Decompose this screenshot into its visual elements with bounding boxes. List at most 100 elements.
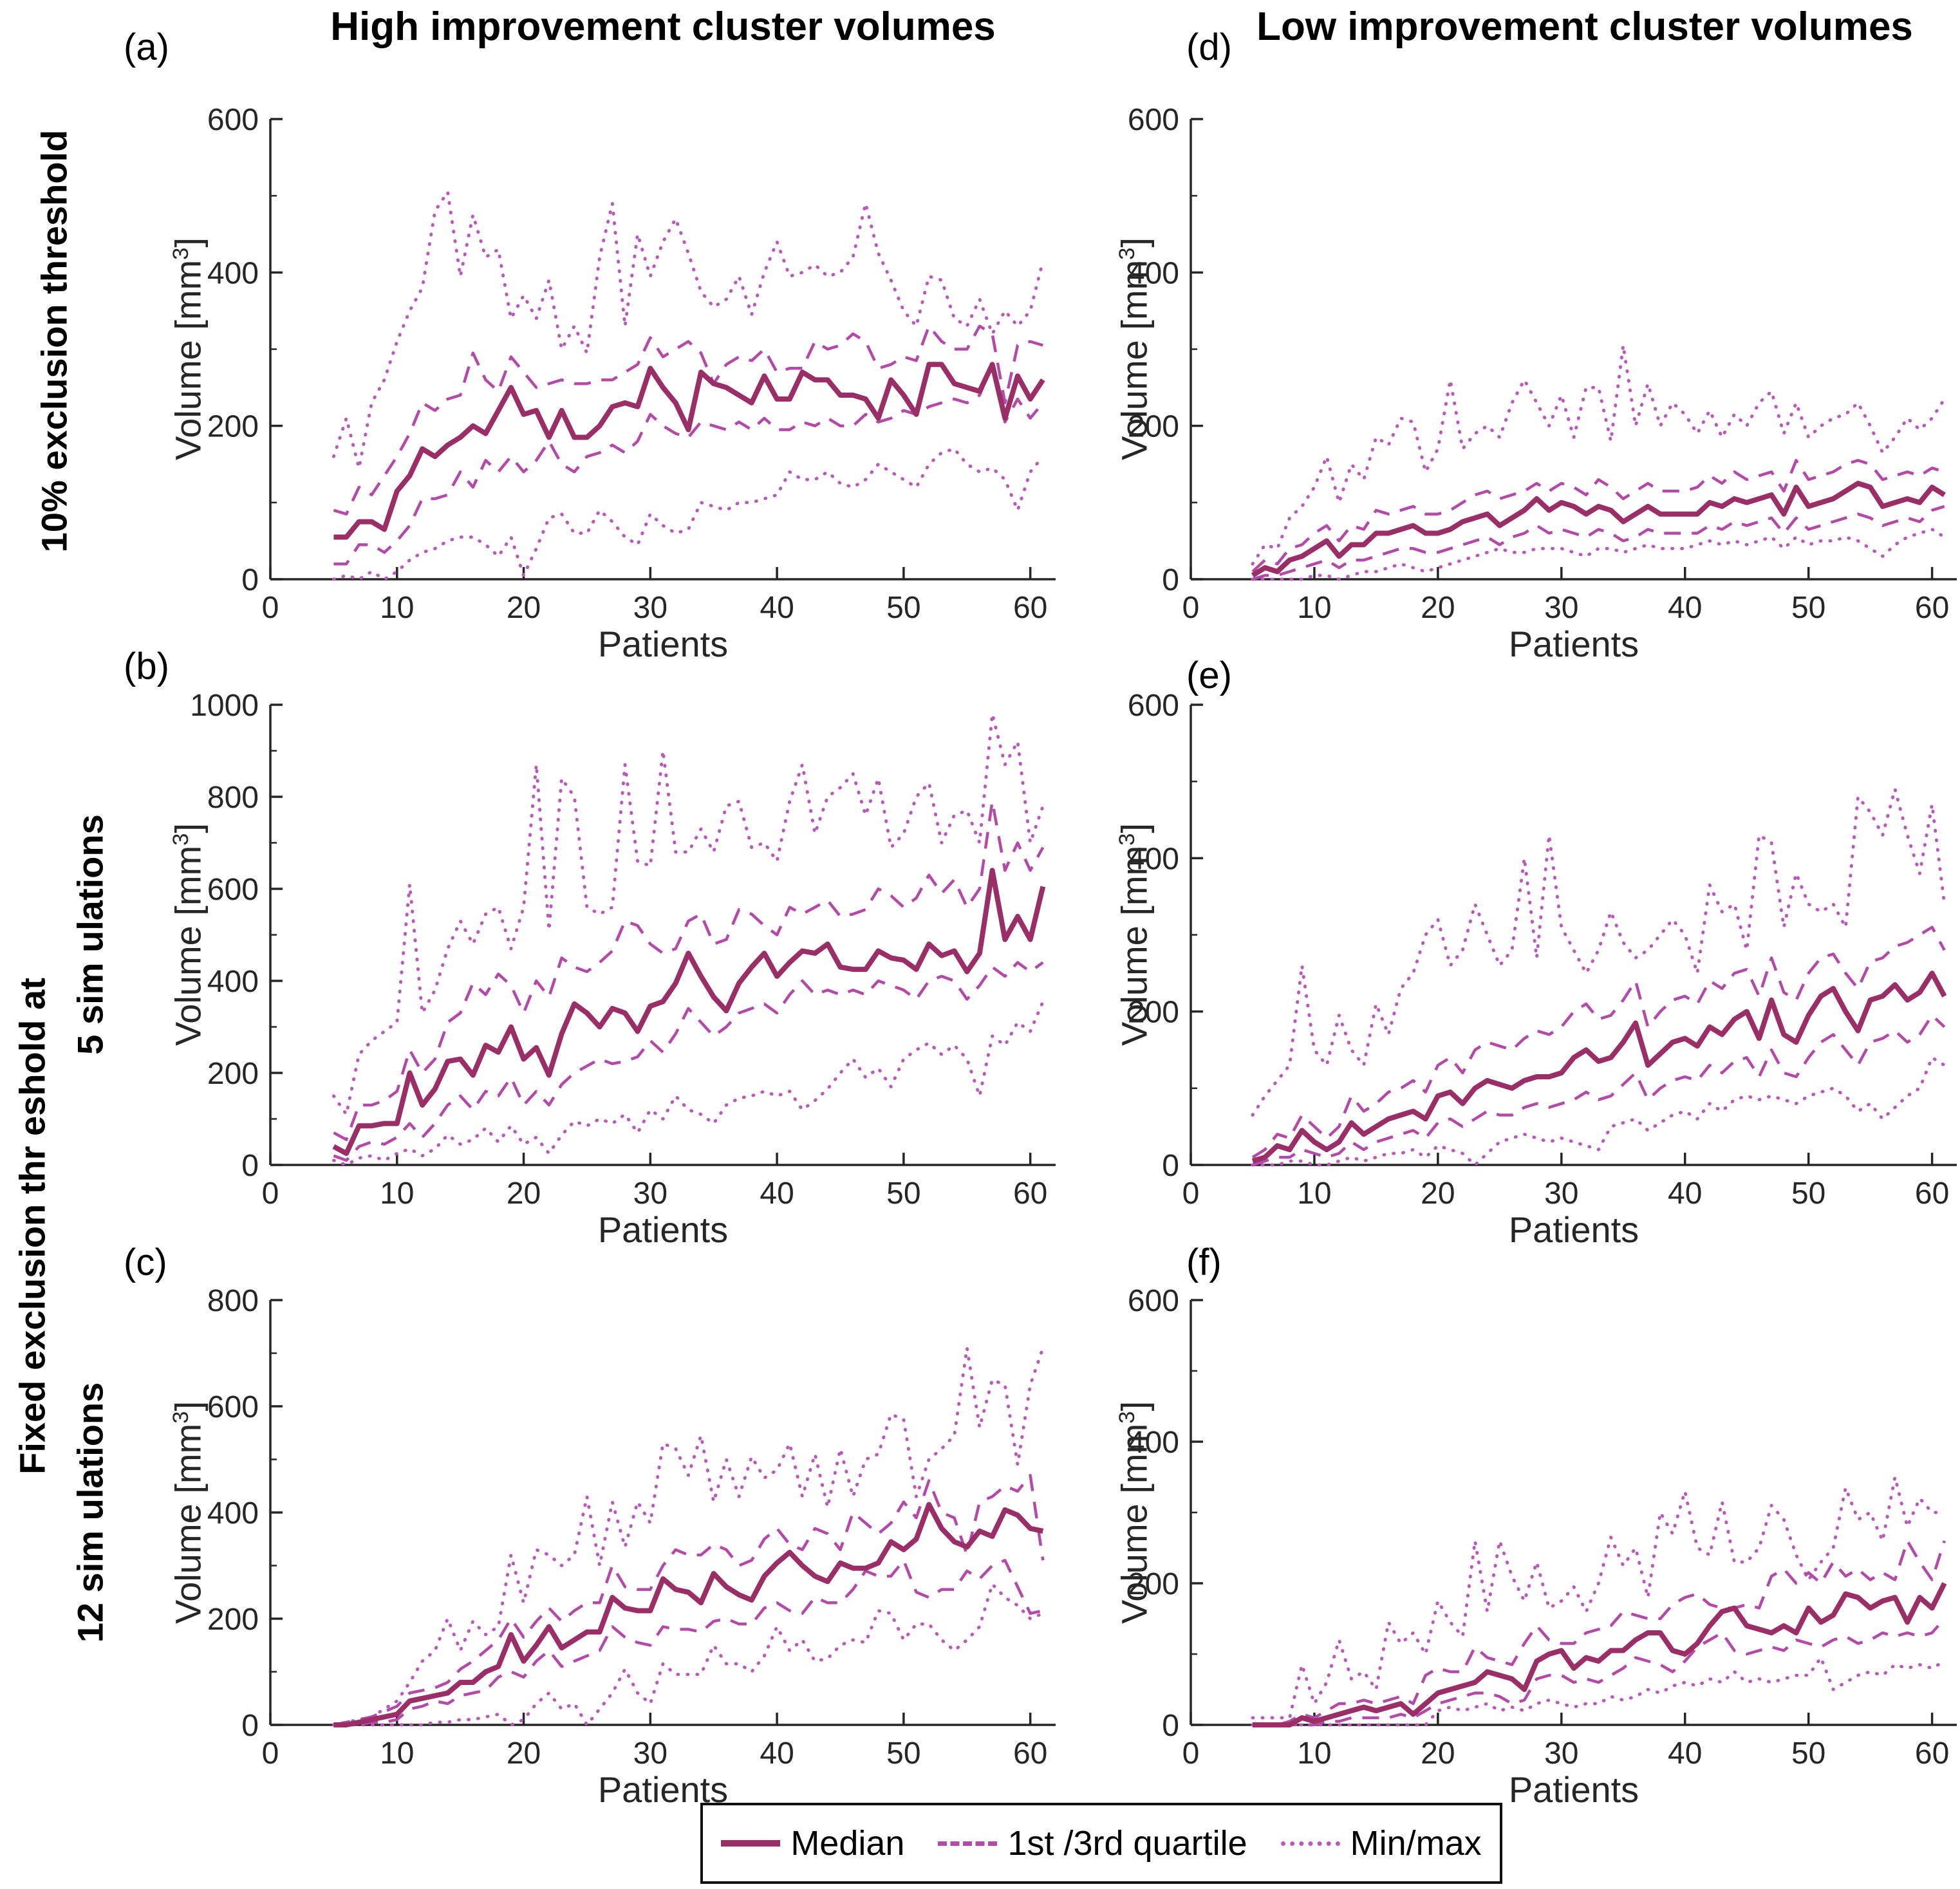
- x-axis-label: Patients: [1508, 1209, 1639, 1250]
- panel-letter-e: (e): [1186, 655, 1232, 696]
- svg-text:20: 20: [507, 591, 541, 625]
- chart-c: 0 200 400 600 800 0 10 20 30 40 50 60: [207, 1284, 1056, 1771]
- panel-b: Volume [mm3] 0 200 400 600 800 1000 0 10 20 30 40 5…: [148, 669, 1056, 1261]
- svg-text:200: 200: [207, 410, 259, 444]
- svg-text:0: 0: [262, 1736, 279, 1771]
- svg-text:400: 400: [207, 256, 259, 290]
- svg-text:200: 200: [1128, 1567, 1179, 1601]
- panel-letter-a: (a): [124, 26, 169, 68]
- svg-text:1000: 1000: [190, 689, 259, 723]
- svg-text:40: 40: [760, 591, 794, 625]
- panel-letter-c: (c): [124, 1242, 167, 1283]
- chart-b: 0 200 400 600 800 1000 0 10 20 30 40 50 60: [190, 689, 1056, 1211]
- svg-text:400: 400: [207, 1496, 259, 1531]
- svg-text:50: 50: [886, 1177, 920, 1211]
- svg-text:400: 400: [1128, 1426, 1179, 1460]
- x-axis-label: Patients: [1508, 1769, 1639, 1810]
- panel-letter-f: (f): [1186, 1242, 1222, 1283]
- svg-text:60: 60: [1013, 591, 1047, 625]
- svg-text:40: 40: [1668, 1736, 1702, 1771]
- x-axis-label: Patients: [597, 624, 729, 664]
- svg-text:20: 20: [1421, 1736, 1455, 1771]
- svg-text:0: 0: [262, 1177, 279, 1211]
- column-title-low: Low improvement cluster volumes: [1256, 5, 1913, 49]
- svg-text:20: 20: [507, 1177, 541, 1211]
- svg-text:0: 0: [241, 563, 259, 597]
- svg-text:600: 600: [207, 103, 259, 137]
- panel-letter-b: (b): [124, 646, 169, 687]
- median-line-swatch-icon: [721, 1840, 781, 1847]
- x-axis-label: Patients: [1508, 624, 1639, 664]
- svg-text:50: 50: [1791, 591, 1825, 625]
- chart-e: 0 200 400 600 0 10 20 30 40 50 60: [1128, 689, 1957, 1211]
- panel-c: Volume [mm3] 0 200 400 600 800 0 10 20 30 40 50 60 …: [148, 1265, 1056, 1860]
- svg-text:30: 30: [1544, 1736, 1578, 1771]
- svg-text:30: 30: [633, 591, 667, 625]
- row-label-10pct-exclusion: 10% exclusion threshold: [33, 129, 75, 553]
- svg-text:600: 600: [1128, 689, 1179, 723]
- column-title-high: High improvement cluster volumes: [330, 5, 996, 49]
- svg-text:60: 60: [1915, 591, 1949, 625]
- legend-item-median: Median: [721, 1823, 904, 1863]
- legend-label: 1st /3rd quartile: [1007, 1824, 1247, 1863]
- quartile-line-swatch-icon: [938, 1841, 998, 1846]
- svg-text:10: 10: [380, 1177, 414, 1211]
- chart-d: 0 200 400 600 0 10 20 30 40 50 60: [1128, 103, 1957, 625]
- svg-text:200: 200: [1128, 410, 1179, 444]
- svg-text:20: 20: [507, 1736, 541, 1771]
- svg-text:200: 200: [1128, 996, 1179, 1030]
- svg-text:30: 30: [1544, 1177, 1578, 1211]
- svg-text:60: 60: [1013, 1736, 1047, 1771]
- svg-text:50: 50: [886, 1736, 920, 1771]
- svg-text:50: 50: [886, 591, 920, 625]
- svg-text:10: 10: [380, 591, 414, 625]
- svg-text:50: 50: [1791, 1736, 1825, 1771]
- svg-text:10: 10: [380, 1736, 414, 1771]
- svg-text:20: 20: [1421, 591, 1455, 625]
- svg-text:60: 60: [1013, 1177, 1047, 1211]
- svg-text:60: 60: [1915, 1177, 1949, 1211]
- legend: Median 1st /3rd quartile Min/max: [700, 1803, 1502, 1884]
- svg-text:0: 0: [241, 1709, 259, 1743]
- svg-text:600: 600: [1128, 1284, 1179, 1318]
- svg-text:10: 10: [1297, 1736, 1331, 1771]
- panel-e: Volume [mm3] 0 200 400 600 0 10 20 30 40 50 60 Pat…: [1094, 669, 1960, 1261]
- chart-f: 0 200 400 600 0 10 20 30 40 50 60: [1128, 1284, 1957, 1771]
- panel-d: Volume [mm3] 0 200 400 600 0 10 20 30 40 50 60 Pat…: [1094, 84, 1960, 669]
- svg-text:0: 0: [241, 1149, 259, 1183]
- svg-text:30: 30: [1544, 591, 1578, 625]
- svg-text:0: 0: [1162, 563, 1179, 597]
- svg-text:400: 400: [1128, 842, 1179, 876]
- legend-item-quartile: 1st /3rd quartile: [938, 1823, 1247, 1863]
- svg-text:40: 40: [1668, 1177, 1702, 1211]
- svg-text:0: 0: [1182, 1177, 1200, 1211]
- panel-a: Volume [mm3] 0 200 400 600 0 10 20 30 40 50 60 Pat…: [148, 84, 1056, 669]
- chart-a: 0 200 400 600 0 10 20 30 40 50 60: [207, 103, 1056, 625]
- svg-text:200: 200: [207, 1057, 259, 1091]
- svg-text:600: 600: [207, 1390, 259, 1424]
- panel-letter-d: (d): [1186, 26, 1232, 68]
- panel-f: Volume [mm3] 0 200 400 600 0 10 20 30 40 50 60 Pat…: [1094, 1265, 1960, 1860]
- svg-text:0: 0: [1182, 591, 1200, 625]
- svg-text:400: 400: [1128, 256, 1179, 290]
- legend-label: Min/max: [1350, 1824, 1482, 1863]
- svg-text:40: 40: [1668, 591, 1702, 625]
- svg-text:600: 600: [207, 873, 259, 907]
- svg-text:20: 20: [1421, 1177, 1455, 1211]
- x-axis-label: Patients: [597, 1209, 729, 1250]
- svg-text:40: 40: [760, 1177, 794, 1211]
- svg-text:600: 600: [1128, 103, 1179, 137]
- svg-text:10: 10: [1297, 591, 1331, 625]
- svg-text:800: 800: [207, 1284, 259, 1318]
- svg-text:0: 0: [1162, 1149, 1179, 1183]
- svg-text:0: 0: [1182, 1736, 1200, 1771]
- svg-text:30: 30: [633, 1736, 667, 1771]
- svg-text:40: 40: [760, 1736, 794, 1771]
- svg-text:200: 200: [207, 1603, 259, 1637]
- minmax-line-swatch-icon: [1280, 1841, 1340, 1846]
- legend-item-minmax: Min/max: [1280, 1823, 1482, 1863]
- row-label-fixed-exclusion-group: Fixed exclusion thr eshold at: [12, 978, 53, 1475]
- svg-text:30: 30: [633, 1177, 667, 1211]
- svg-text:0: 0: [1162, 1709, 1179, 1743]
